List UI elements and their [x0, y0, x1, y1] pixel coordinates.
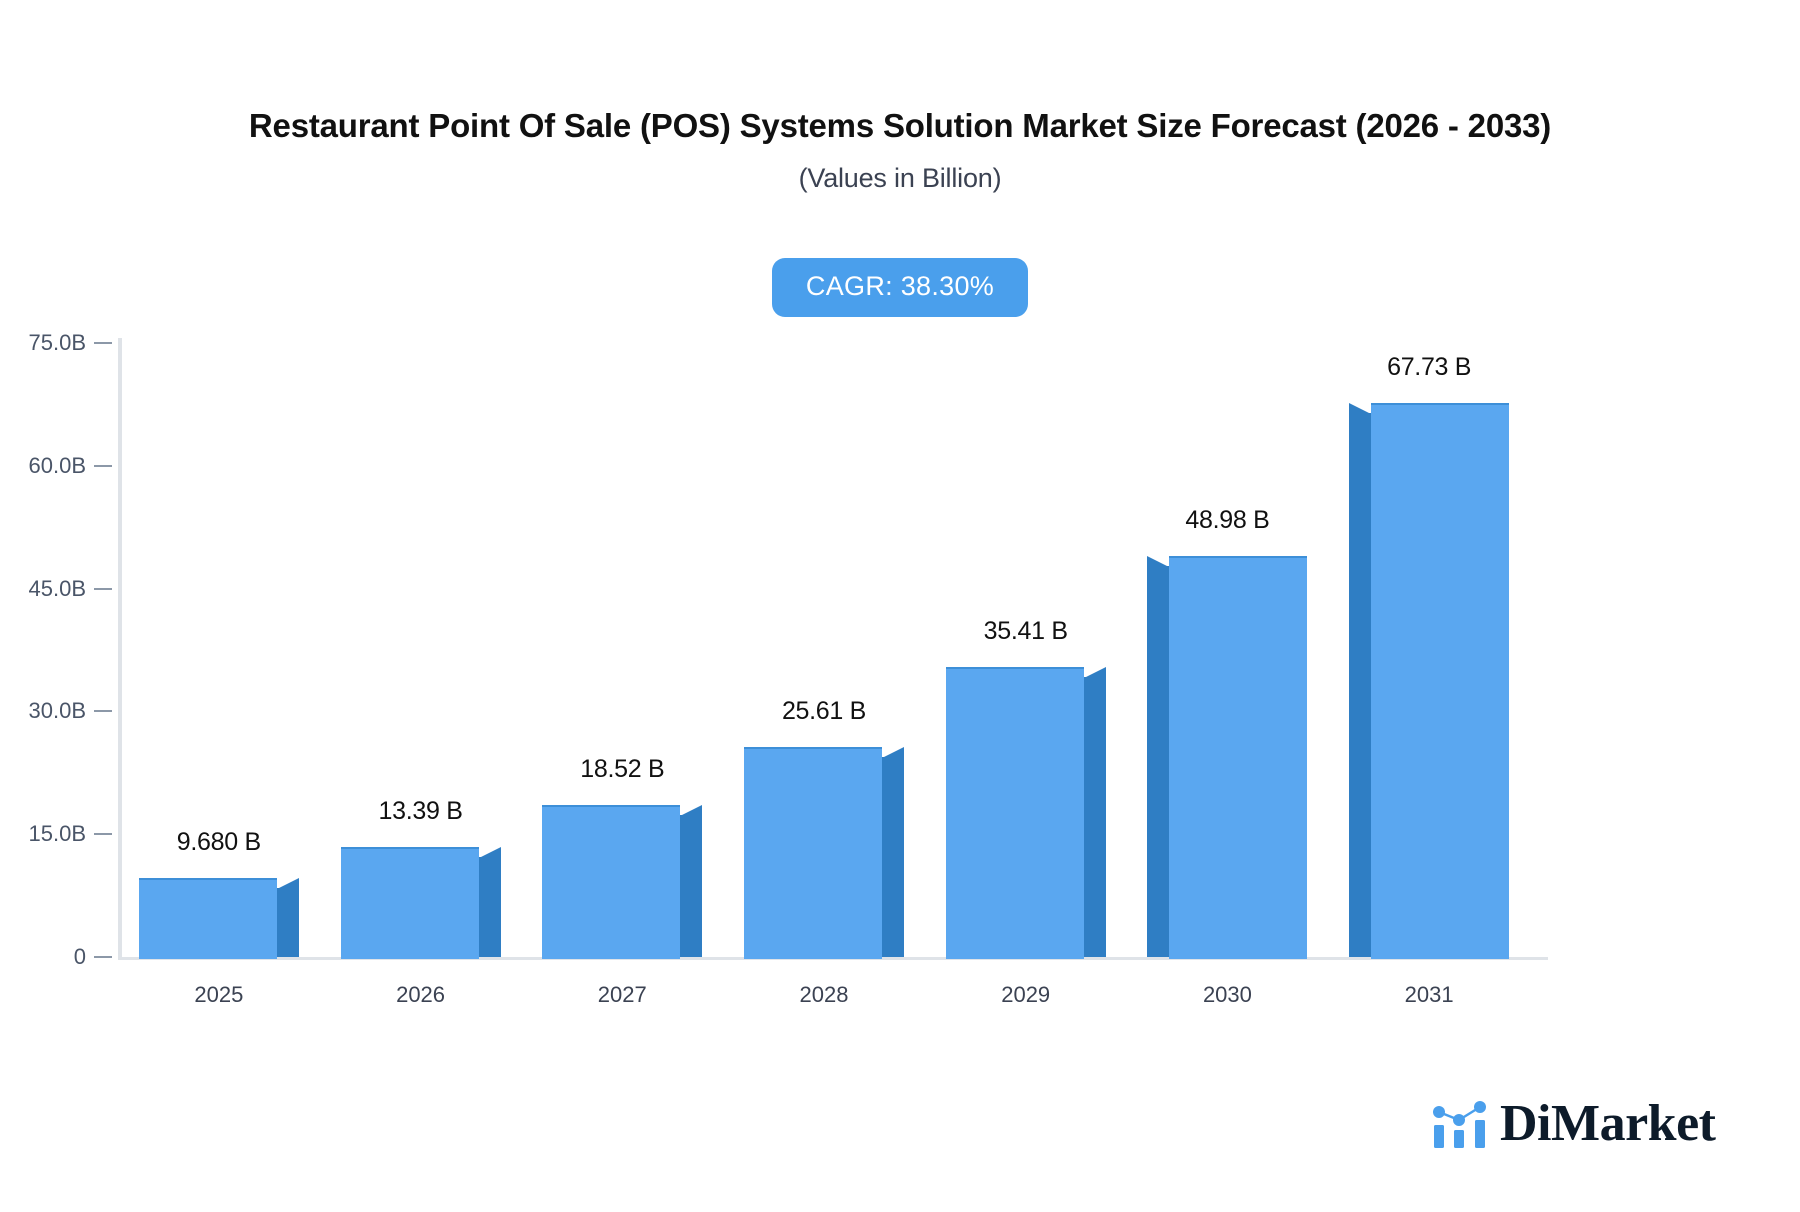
bar-value-label: 67.73 B: [1387, 352, 1472, 381]
y-axis-line: [118, 338, 122, 960]
y-axis-tick-mark: [94, 342, 112, 344]
bar-chart-logo-icon: [1432, 1098, 1488, 1150]
x-axis-tick-label: 2026: [396, 982, 446, 1007]
bar-side-face: [276, 887, 299, 957]
x-axis-tick-label: 2031: [1404, 982, 1454, 1007]
bar-value-label: 25.61 B: [781, 697, 867, 726]
brand-logo: DiMarket: [1432, 1095, 1716, 1152]
x-axis-tick-label: 2029: [1001, 982, 1051, 1007]
bar-value-label: 9.680 B: [176, 827, 261, 856]
bar-front-face[interactable]: [744, 747, 882, 959]
bar-front-face[interactable]: [1371, 402, 1510, 959]
y-axis-tick-label: 0: [73, 944, 86, 969]
bar-front-face[interactable]: [945, 667, 1084, 959]
x-axis-tick-label: 2025: [194, 982, 244, 1007]
y-axis-tick-mark: [94, 464, 112, 467]
x-axis-tick-label: 2030: [1202, 982, 1252, 1007]
brand-name: DiMarket: [1500, 1095, 1716, 1152]
bar-value-label: 48.98 B: [1185, 506, 1270, 535]
chart-subtitle: (Values in Billion): [798, 162, 1002, 193]
bar-side-face: [882, 757, 904, 957]
bar-side-face: [680, 815, 703, 957]
status-badge-cagr[interactable]: CAGR: 38.30%: [771, 258, 1029, 317]
bar-front-face[interactable]: [542, 805, 681, 959]
y-axis-tick-mark: [94, 956, 112, 958]
bar-front-face[interactable]: [340, 847, 479, 959]
page-title: Restaurant Point Of Sale (POS) Systems S…: [248, 107, 1552, 144]
bar-value-label: 35.41 B: [983, 617, 1068, 646]
chart-header: Restaurant Point Of Sale (POS) Systems S…: [0, 0, 1800, 194]
bar-front-face[interactable]: [138, 877, 277, 959]
y-axis-tick-label: 15.0B: [28, 821, 87, 847]
cagr-badge-container: CAGR: 38.30%: [0, 258, 1800, 317]
bar-side-face: [1083, 677, 1106, 957]
bar-value-label: 18.52 B: [580, 755, 665, 784]
bar-front-face[interactable]: [1169, 556, 1308, 959]
y-axis-tick-mark: [94, 710, 112, 713]
y-axis-tick-label: 30.0B: [28, 698, 87, 724]
bar-side-face: [1147, 566, 1170, 957]
bar-value-label: 13.39 B: [378, 797, 463, 826]
bar-side-face: [478, 857, 501, 957]
x-axis-tick-label: 2027: [597, 982, 647, 1007]
y-axis-tick-label: 60.0B: [28, 452, 87, 478]
x-axis-tick-label: 2028: [799, 982, 849, 1007]
y-axis-tick-label: 45.0B: [28, 575, 87, 601]
y-axis-tick-mark: [94, 833, 112, 836]
y-axis-tick-mark: [94, 587, 112, 590]
bar-side-face: [1349, 412, 1372, 957]
y-axis-tick-label: 75.0B: [28, 330, 87, 355]
